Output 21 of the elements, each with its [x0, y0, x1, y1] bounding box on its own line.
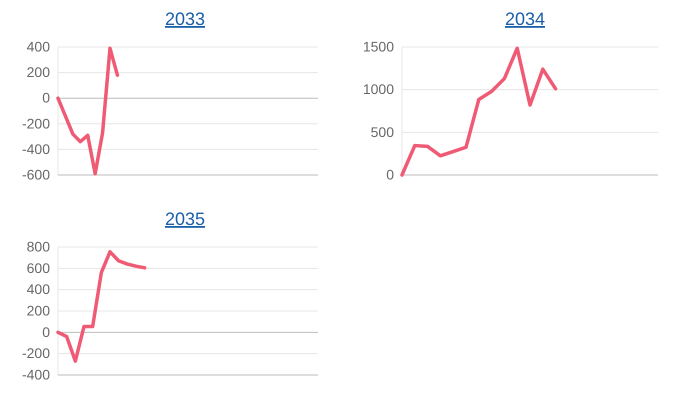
- y-tick-label: 500: [370, 124, 394, 140]
- chart-title: 2034: [504, 9, 546, 29]
- chart-title: 2035: [164, 209, 206, 229]
- chart-title: 2033: [164, 9, 206, 29]
- y-tick-label: 600: [26, 260, 50, 276]
- y-tick-label: 0: [42, 324, 50, 340]
- y-tick-label: 1000: [362, 81, 394, 98]
- y-tick-label: 0: [42, 90, 50, 106]
- y-tick-label: -200: [22, 115, 50, 132]
- y-tick-label: -600: [22, 166, 50, 182]
- y-tick-label: 200: [26, 302, 50, 318]
- y-tick-label: 1500: [362, 38, 394, 54]
- y-tick-label: -200: [22, 345, 50, 362]
- y-tick-label: 0: [386, 166, 394, 182]
- y-tick-label: -400: [22, 366, 50, 382]
- y-tick-label: 200: [26, 64, 50, 80]
- y-tick-label: 400: [26, 38, 50, 54]
- y-tick-label: 400: [26, 281, 50, 298]
- line-series: [56, 250, 146, 363]
- y-tick-label: 800: [26, 238, 50, 254]
- y-tick-label: -400: [22, 140, 50, 157]
